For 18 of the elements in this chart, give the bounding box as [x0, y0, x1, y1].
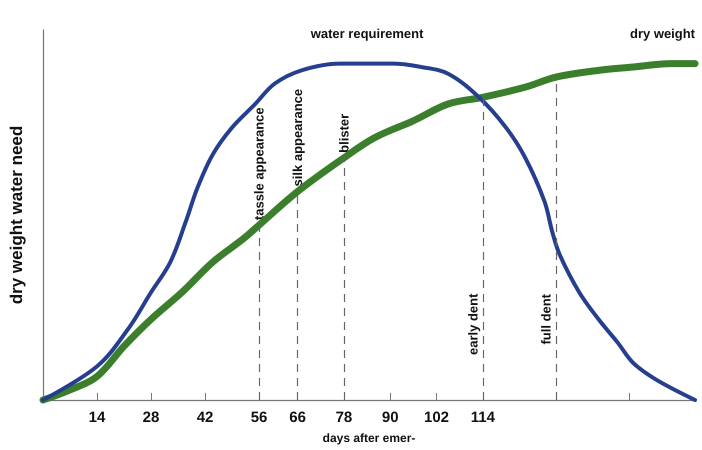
ref-line-label: tassle appearance: [252, 107, 267, 220]
series-label: water requirement: [310, 26, 424, 42]
x-tick-label: 114: [470, 409, 496, 426]
x-tick-label: 28: [142, 409, 160, 426]
ref-line-label: blister: [336, 114, 352, 153]
ref-line-label: full dent: [538, 293, 554, 345]
ref-line-label: silk appearance: [290, 88, 306, 186]
x-tick-label: 14: [88, 409, 106, 426]
x-tick-label: 90: [382, 409, 399, 426]
x-axis-title: days after emer-: [322, 431, 416, 445]
ref-line-label: early dent: [465, 292, 480, 356]
series-label: dry weight: [630, 26, 696, 42]
x-tick-label: 78: [336, 409, 352, 426]
y-axis-title: dry weight water need: [7, 126, 26, 304]
x-tick-label: 56: [250, 409, 268, 426]
x-tick-label: 66: [289, 409, 306, 426]
x-tick-label: 42: [196, 409, 214, 426]
x-tick-label: 102: [424, 409, 450, 426]
